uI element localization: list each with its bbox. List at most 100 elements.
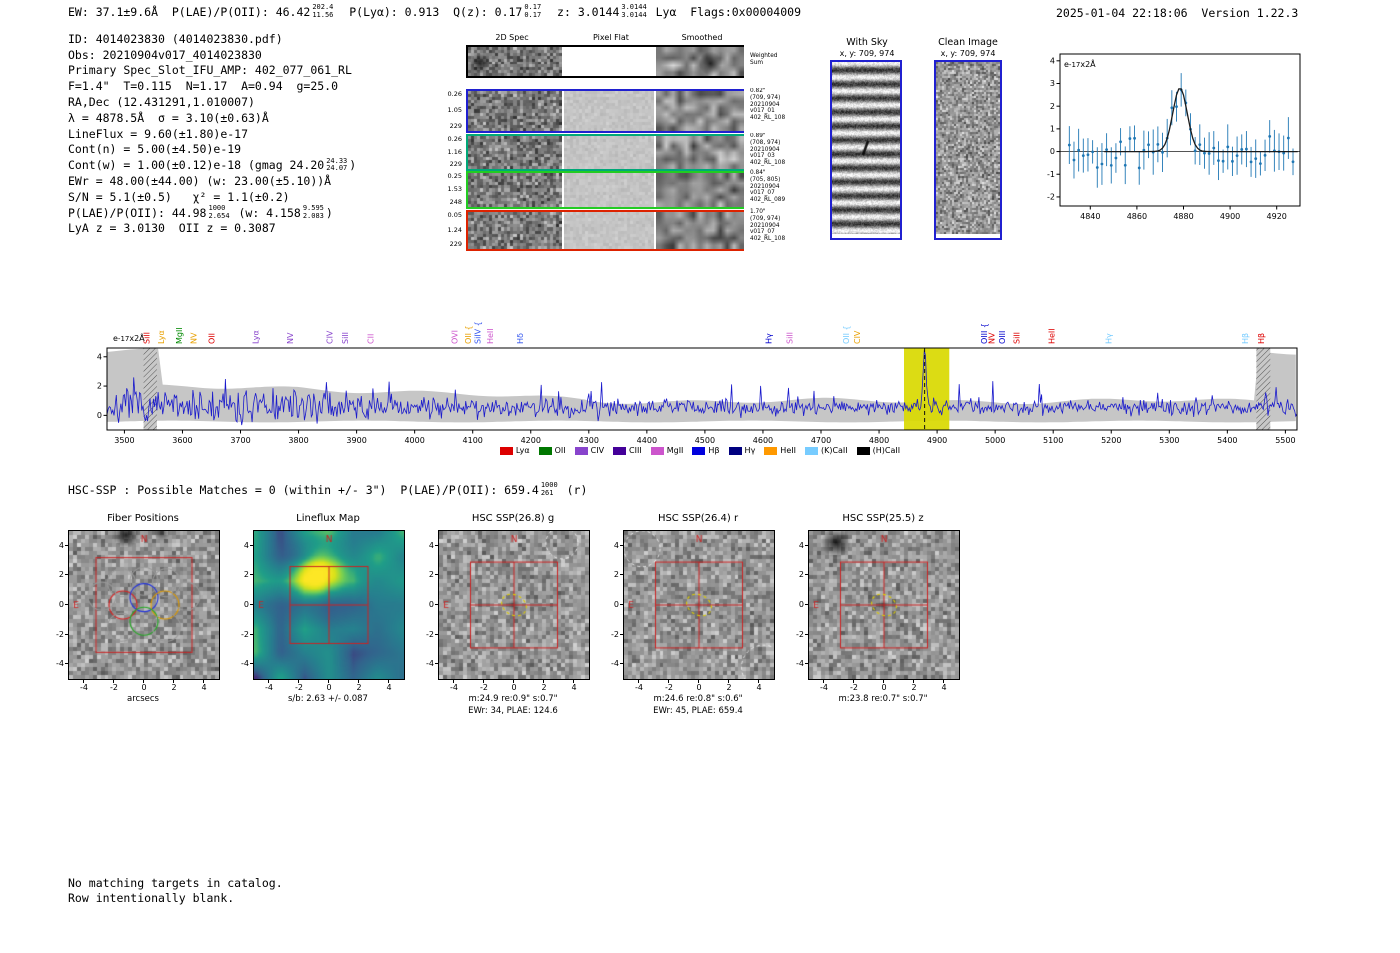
cutout-hsc-r: HSC SSP(26.4) r -4 -4 -2 -2 0 0 2 2 4 4 m:24.6 re:0…	[611, 513, 775, 716]
x-tick-label: -4	[265, 683, 273, 692]
info-line: LineFlux = 9.60(±1.80)e-17	[68, 126, 249, 141]
legend-swatch	[499, 446, 513, 455]
cutout-image	[623, 530, 775, 680]
spec2d-image	[468, 212, 562, 249]
legend-item: (K)CaII	[804, 446, 848, 455]
spec2d-row	[466, 134, 744, 171]
legend-swatch	[692, 446, 706, 455]
spec2d-image	[468, 47, 562, 76]
spectrum-legend: Lyα OII CIV CIII MgII Hβ Hγ HeII (K)CaII (H)CaII	[350, 446, 1050, 455]
cutout-title: HSC SSP(26.8) g	[471, 513, 555, 524]
cutout-caption-1: m:23.8 re:0.7" s:0.7"	[838, 694, 928, 704]
spec2d-row-left-labels: 0.26 1.16 229	[447, 135, 462, 168]
info-block: ID: 4014023830 (4014023830.pdf) Obs: 2021…	[68, 31, 356, 236]
svg-text:Lyα: Lyα	[251, 330, 260, 344]
info-line: λ = 4878.5Å σ = 3.10(±0.63)Å	[68, 110, 269, 125]
y-tick-label: 0	[243, 600, 249, 609]
info-line: Cont(n) = 5.00(±4.50)e-19	[68, 142, 242, 157]
legend-item: CIV	[574, 446, 605, 455]
svg-text:4800: 4800	[869, 436, 889, 445]
y-tick-label: 0	[428, 600, 434, 609]
svg-text:HeII: HeII	[486, 328, 495, 344]
y-tick-label: -4	[241, 659, 249, 669]
svg-text:OIII: OIII	[998, 331, 1007, 344]
svg-text:NV: NV	[189, 332, 198, 344]
legend-label: MgII	[666, 446, 684, 455]
x-tick-label: -2	[850, 683, 858, 692]
info-line: Obs: 20210904v017_4014023830	[68, 47, 262, 62]
spec2d-row-right-labels: 1.70" (709, 974) 20210904 v017_07 402_RL…	[750, 209, 786, 243]
legend-item: CIII	[613, 446, 642, 455]
info-line: EWr = 48.00(±44.00) (w: 23.00(±5.10))Å	[68, 174, 332, 189]
x-tick-label: 4	[571, 683, 577, 692]
x-tick-label: 0	[141, 683, 147, 692]
y-tick-label: 4	[613, 540, 619, 550]
legend-label: Lyα	[515, 446, 530, 455]
y-tick-label: 2	[428, 570, 434, 580]
svg-text:2: 2	[1050, 102, 1055, 111]
svg-text:3600: 3600	[172, 436, 192, 445]
svg-text:1: 1	[1050, 124, 1055, 133]
y-tick-label: -4	[611, 659, 619, 669]
smoothed-image	[656, 47, 744, 76]
cutout-title: Fiber Positions	[107, 513, 179, 524]
with-sky-title: With Sky	[846, 37, 888, 48]
hsc-matches-line: HSC-SSP : Possible Matches = 0 (within +…	[68, 481, 588, 497]
x-tick-label: -4	[820, 683, 828, 692]
y-tick-label: -2	[241, 629, 249, 639]
legend-label: CIV	[590, 446, 605, 455]
svg-text:Lyα: Lyα	[157, 330, 166, 344]
linefit-zoom-plot: 4840 4860 4880 4900 4920 -2 -1 0 1 2 3 4	[1036, 46, 1308, 236]
x-tick-label: 2	[356, 683, 362, 692]
cutout-title: HSC SSP(25.5) z	[842, 513, 924, 524]
legend-swatch	[650, 446, 664, 455]
pixelflat-image	[564, 173, 654, 207]
legend-swatch	[613, 446, 627, 455]
legend-item: Hγ	[728, 446, 755, 455]
y-tick-label: -4	[796, 659, 804, 669]
cutout-image	[253, 530, 405, 680]
svg-text:Hγ: Hγ	[765, 333, 774, 344]
x-tick-label: 0	[326, 683, 332, 692]
y-tick-label: -2	[426, 629, 434, 639]
spec2d-row-left-labels: 0.25 1.53 248	[447, 172, 462, 206]
legend-label: (H)CaII	[872, 446, 901, 455]
y-tick-label: -4	[426, 659, 434, 669]
pixelflat-image	[564, 47, 654, 76]
legend-item: (H)CaII	[856, 446, 901, 455]
y-tick-label: -2	[796, 629, 804, 639]
spec2d-col-smoothed: Smoothed	[681, 33, 723, 42]
svg-text:4900: 4900	[1220, 212, 1240, 221]
legend-item: Hβ	[692, 446, 720, 455]
spec2d-row	[466, 89, 744, 133]
pixelflat-image	[564, 136, 654, 169]
x-tick-label: 4	[386, 683, 392, 692]
legend-label: HeII	[780, 446, 796, 455]
svg-text:3700: 3700	[230, 436, 250, 445]
svg-text:SiIV {: SiIV {	[474, 321, 483, 344]
with-sky-image	[830, 60, 902, 240]
legend-swatch	[574, 446, 588, 455]
y-tick-label: -4	[56, 659, 64, 669]
cutout-caption-1: m:24.9 re:0.9" s:0.7"	[468, 694, 558, 704]
legend-item: MgII	[650, 446, 684, 455]
svg-text:CIV: CIV	[326, 330, 335, 344]
footer-line-2: Row intentionally blank.	[68, 891, 235, 905]
y-tick-label: 2	[613, 570, 619, 580]
spec2d-image	[468, 91, 562, 131]
svg-text:4000: 4000	[404, 436, 424, 445]
svg-text:MgII: MgII	[175, 327, 184, 344]
x-tick-label: 4	[756, 683, 762, 692]
svg-text:CII: CII	[366, 334, 375, 344]
clean-image-coords: x, y: 709, 974	[940, 49, 996, 58]
y-tick-label: 0	[613, 600, 619, 609]
svg-text:OII {: OII {	[842, 325, 851, 344]
svg-text:NV: NV	[987, 332, 996, 344]
svg-text:4400: 4400	[637, 436, 657, 445]
svg-text:5400: 5400	[1217, 436, 1237, 445]
svg-text:-1: -1	[1047, 170, 1055, 179]
cutout-image	[808, 530, 960, 680]
svg-text:5100: 5100	[1043, 436, 1063, 445]
x-tick-label: -4	[80, 683, 88, 692]
svg-text:4: 4	[97, 352, 102, 361]
